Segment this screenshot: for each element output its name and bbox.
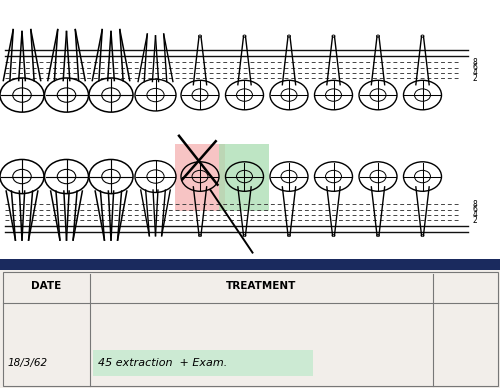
Bar [0, 259, 500, 270]
Text: 8: 8 [472, 57, 477, 67]
Text: 8: 8 [472, 199, 477, 209]
Bar [220, 144, 270, 211]
Text: 6: 6 [472, 205, 478, 214]
Text: 2: 2 [472, 74, 477, 83]
Text: 4: 4 [472, 68, 478, 78]
Text: 45 extraction  + Exam.: 45 extraction + Exam. [98, 358, 227, 368]
Bar [0, 270, 500, 388]
Text: 4: 4 [472, 210, 478, 220]
Bar [175, 144, 225, 211]
Text: 18/3/62: 18/3/62 [8, 358, 48, 368]
Bar [2, 272, 498, 386]
Text: TREATMENT: TREATMENT [226, 281, 296, 291]
Text: 6: 6 [472, 63, 478, 72]
Bar [92, 350, 312, 376]
Text: 2: 2 [472, 216, 477, 225]
Text: DATE: DATE [31, 281, 62, 291]
